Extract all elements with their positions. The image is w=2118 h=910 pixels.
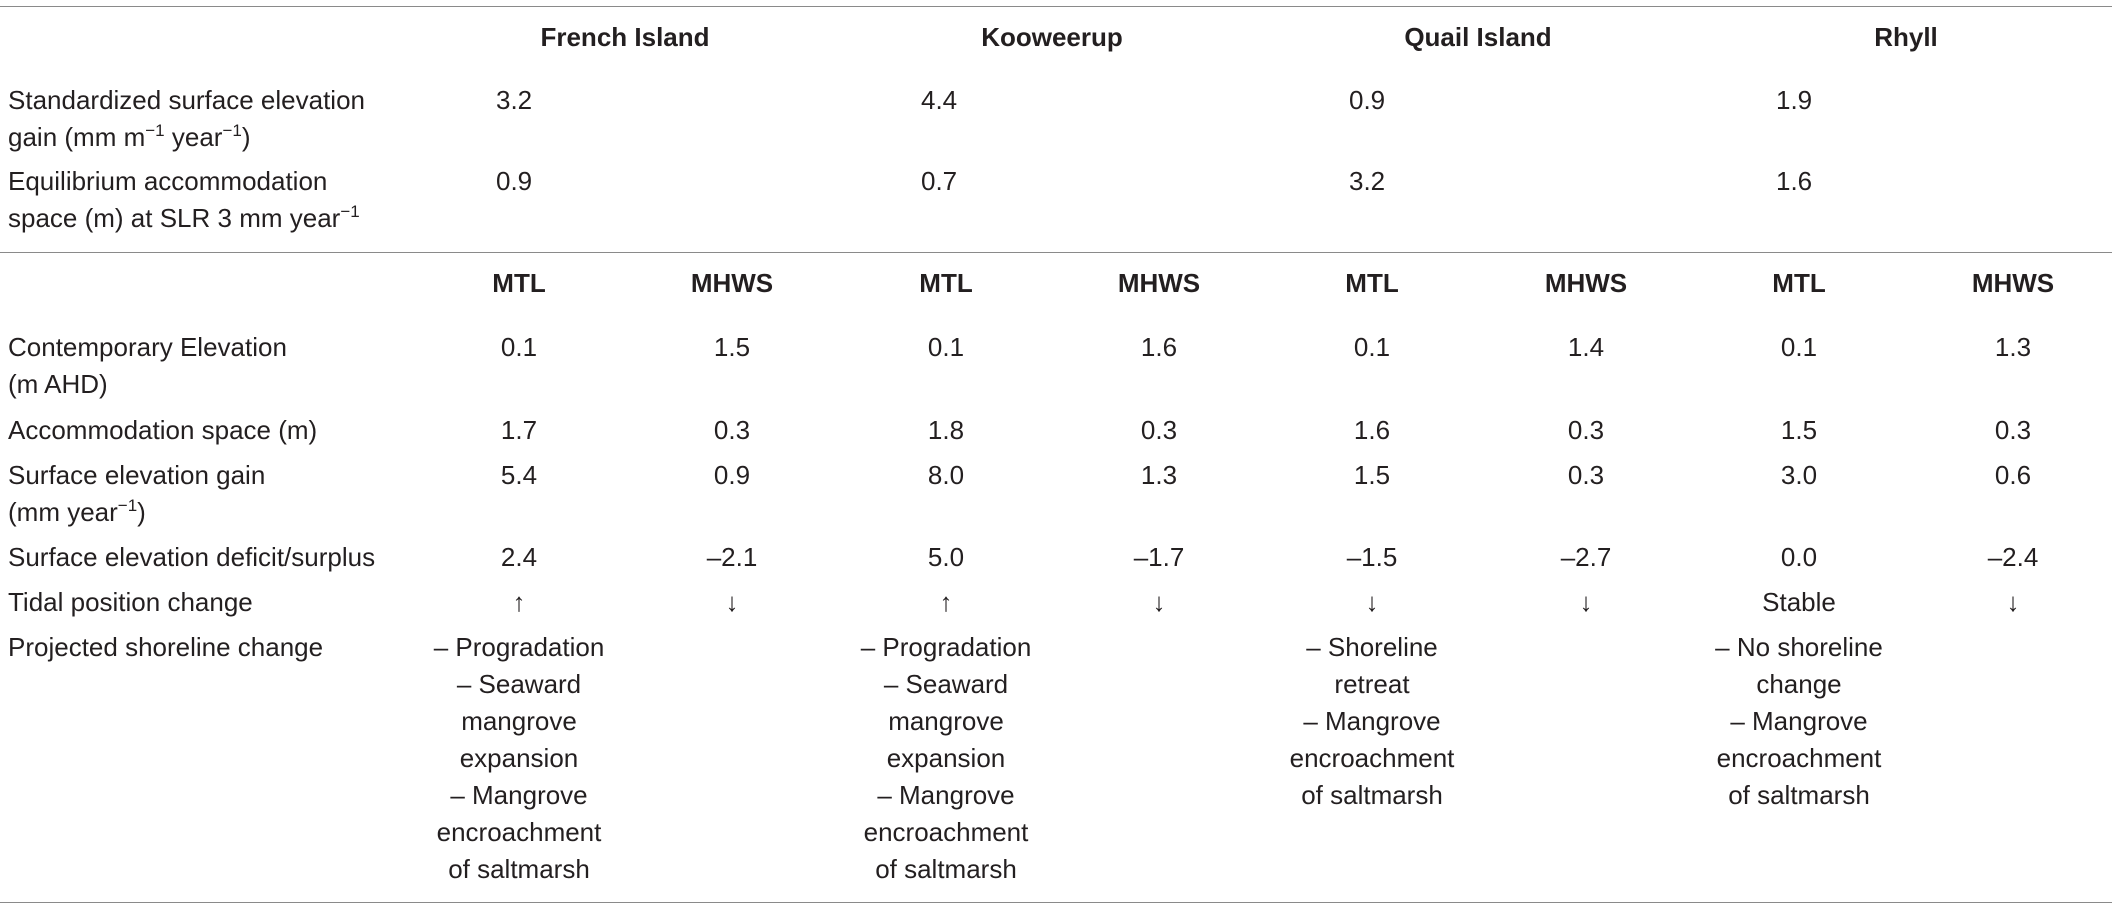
row-label-tidal-position-change: Tidal position change xyxy=(8,587,253,617)
header-kooweerup: Kooweerup xyxy=(981,22,1123,52)
row-label-surface-elevation-gain: Surface elevation gain (mm year−1) xyxy=(8,460,266,527)
row-label-standardized-gain: Standardized surface elevation gain (mm … xyxy=(8,85,366,152)
subheader-rhyll-mhws: MHWS xyxy=(1971,268,2055,298)
cell-deficit-surplus: –1.7 xyxy=(1133,542,1185,572)
header-quail-island: Quail Island xyxy=(1404,22,1552,52)
down-arrow-icon: ↓ xyxy=(1579,587,1593,617)
row-label-accommodation-space: Accommodation space (m) xyxy=(8,415,318,445)
bottom-rule xyxy=(0,902,2112,903)
cell-accommodation-space: 1.8 xyxy=(927,415,965,445)
cell-surface-elevation-gain: 0.6 xyxy=(1994,460,2032,490)
header-french-island: French Island xyxy=(540,22,710,52)
cell-deficit-surplus: –2.7 xyxy=(1560,542,1612,572)
top-rule xyxy=(0,6,2112,7)
cell-standardized-gain-french-island: 3.2 xyxy=(496,85,533,115)
up-arrow-icon: ↑ xyxy=(512,587,526,617)
cell-equilibrium-rhyll: 1.6 xyxy=(1776,166,1813,196)
cell-deficit-surplus: –2.1 xyxy=(706,542,758,572)
cell-surface-elevation-gain: 5.4 xyxy=(500,460,538,490)
row-label-contemporary-elevation: Contemporary Elevation (m AHD) xyxy=(8,332,287,399)
cell-surface-elevation-gain: 1.3 xyxy=(1140,460,1178,490)
cell-shoreline-quail-island: – Shoreline retreat – Mangrove encroachm… xyxy=(1289,632,1455,810)
mid-rule xyxy=(0,252,2112,253)
cell-accommodation-space: 0.3 xyxy=(713,415,751,445)
down-arrow-icon: ↓ xyxy=(1152,587,1166,617)
cell-deficit-surplus: 0.0 xyxy=(1780,542,1818,572)
cell-deficit-surplus: –1.5 xyxy=(1346,542,1398,572)
cell-contemporary-elevation: 0.1 xyxy=(1780,332,1818,362)
cell-equilibrium-french-island: 0.9 xyxy=(496,166,533,196)
cell-surface-elevation-gain: 8.0 xyxy=(927,460,965,490)
row-label-equilibrium-accommodation: Equilibrium accommodation space (m) at S… xyxy=(8,166,360,233)
cell-shoreline-kooweerup: – Progradation – Seaward mangrove expans… xyxy=(860,632,1032,884)
cell-standardized-gain-quail-island: 0.9 xyxy=(1349,85,1386,115)
cell-contemporary-elevation: 1.4 xyxy=(1567,332,1605,362)
cell-accommodation-space: 0.3 xyxy=(1994,415,2032,445)
cell-standardized-gain-rhyll: 1.9 xyxy=(1776,85,1813,115)
subheader-quail-island-mhws: MHWS xyxy=(1544,268,1628,298)
subheader-kooweerup-mtl: MTL xyxy=(919,268,973,298)
cell-contemporary-elevation: 1.6 xyxy=(1140,332,1178,362)
cell-shoreline-french-island: – Progradation – Seaward mangrove expans… xyxy=(433,632,605,884)
cell-accommodation-space: 0.3 xyxy=(1567,415,1605,445)
up-arrow-icon: ↑ xyxy=(939,587,953,617)
cell-contemporary-elevation: 0.1 xyxy=(927,332,965,362)
cell-contemporary-elevation: 1.3 xyxy=(1994,332,2032,362)
subheader-french-island-mtl: MTL xyxy=(492,268,546,298)
subheader-quail-island-mtl: MTL xyxy=(1345,268,1399,298)
subheader-rhyll-mtl: MTL xyxy=(1772,268,1826,298)
cell-tidal-position-stable: Stable xyxy=(1762,587,1836,617)
cell-contemporary-elevation: 0.1 xyxy=(1353,332,1391,362)
cell-contemporary-elevation: 1.5 xyxy=(713,332,751,362)
cell-deficit-surplus: 5.0 xyxy=(927,542,965,572)
cell-accommodation-space: 1.5 xyxy=(1780,415,1818,445)
cell-deficit-surplus: 2.4 xyxy=(500,542,538,572)
cell-deficit-surplus: –2.4 xyxy=(1987,542,2039,572)
down-arrow-icon: ↓ xyxy=(2006,587,2020,617)
cell-surface-elevation-gain: 3.0 xyxy=(1780,460,1818,490)
down-arrow-icon: ↓ xyxy=(1365,587,1379,617)
cell-accommodation-space: 0.3 xyxy=(1140,415,1178,445)
cell-shoreline-rhyll: – No shoreline change – Mangrove encroac… xyxy=(1715,632,1883,810)
cell-accommodation-space: 1.6 xyxy=(1353,415,1391,445)
cell-surface-elevation-gain: 0.9 xyxy=(713,460,751,490)
cell-equilibrium-quail-island: 3.2 xyxy=(1349,166,1386,196)
cell-accommodation-space: 1.7 xyxy=(500,415,538,445)
cell-surface-elevation-gain: 1.5 xyxy=(1353,460,1391,490)
cell-contemporary-elevation: 0.1 xyxy=(500,332,538,362)
row-label-deficit-surplus: Surface elevation deficit/surplus xyxy=(8,542,376,572)
cell-standardized-gain-kooweerup: 4.4 xyxy=(921,85,958,115)
subheader-kooweerup-mhws: MHWS xyxy=(1117,268,1201,298)
header-rhyll: Rhyll xyxy=(1874,22,1938,52)
subheader-french-island-mhws: MHWS xyxy=(690,268,774,298)
row-label-projected-shoreline-change: Projected shoreline change xyxy=(8,632,324,662)
cell-surface-elevation-gain: 0.3 xyxy=(1567,460,1605,490)
cell-equilibrium-kooweerup: 0.7 xyxy=(921,166,958,196)
down-arrow-icon: ↓ xyxy=(725,587,739,617)
